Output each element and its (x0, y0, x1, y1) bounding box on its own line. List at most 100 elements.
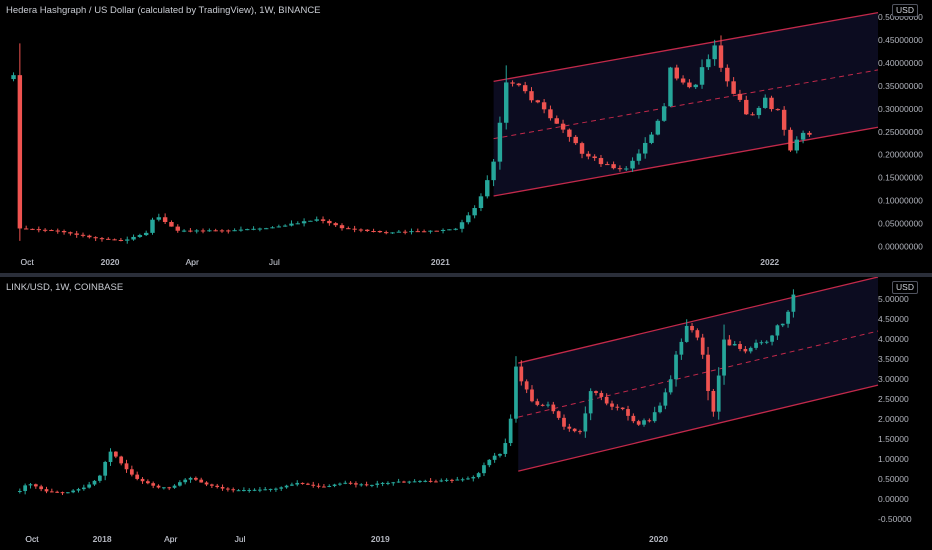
candle-up (444, 479, 449, 481)
candles-group (11, 35, 812, 244)
candle-up (11, 75, 16, 80)
candle-up (92, 480, 97, 485)
candle-up (28, 484, 33, 486)
candle-up (289, 223, 294, 226)
y-tick-label: 0.45000000 (878, 35, 923, 45)
candle-up (775, 325, 780, 336)
candle-up (453, 228, 458, 230)
candle-down (200, 230, 206, 232)
candle-up (652, 412, 657, 422)
x-tick-label: Oct (25, 534, 39, 544)
candle-up (764, 341, 769, 343)
candle-down (39, 486, 44, 490)
channel-upper-line (518, 277, 879, 364)
candle-up (583, 413, 588, 432)
candle-down (636, 421, 641, 425)
candle-down (199, 479, 204, 483)
candle-down (572, 428, 577, 432)
candle-down (718, 45, 724, 68)
candle-up (428, 230, 433, 232)
candle-up (466, 478, 470, 480)
candle-down (44, 489, 49, 492)
candle-up (295, 482, 300, 485)
candle-up (508, 418, 513, 444)
pane-divider[interactable] (0, 273, 932, 277)
chart-svg-link[interactable]: 5.00000 4.50000 4.00000 3.50000 3.00000 2.500… (0, 277, 932, 550)
candle-down (23, 228, 29, 230)
candle-up (65, 492, 70, 494)
candle-down (551, 404, 556, 412)
candle-down (113, 451, 118, 457)
candle-up (412, 481, 417, 483)
x-tick-label: Apr (186, 257, 199, 267)
x-tick-label: Apr (164, 534, 177, 544)
currency-badge-hedera[interactable]: USD (892, 4, 918, 17)
candle-up (472, 208, 477, 216)
candle-down (611, 164, 616, 169)
channel-fill (493, 12, 878, 196)
candle-up (76, 489, 81, 491)
candle-up (786, 311, 790, 324)
candle-down (215, 485, 220, 488)
candle-down (99, 238, 105, 240)
candle-down (562, 417, 566, 427)
candle-down (519, 366, 524, 382)
channel-middle-line (493, 69, 879, 140)
candle-down (322, 486, 326, 488)
candle-down (188, 230, 193, 232)
candle-down (807, 132, 812, 135)
candle-up (712, 45, 717, 60)
chart-svg-hedera[interactable]: 0.50000000 0.45000000 0.40000000 0.35000000… (0, 0, 932, 273)
candle-up (642, 142, 648, 154)
candle-down (140, 478, 145, 482)
candle-up (391, 482, 396, 484)
x-tick-label: 2018 (93, 534, 112, 544)
candle-down (535, 100, 541, 103)
candle-down (620, 407, 625, 410)
candle-down (690, 325, 694, 331)
x-tick-label: Apr (186, 257, 199, 267)
candle-up (314, 219, 319, 221)
chart-pane-hedera[interactable]: 0.50000000 0.45000000 0.40000000 0.35000000… (0, 0, 932, 273)
candle-up (263, 228, 269, 230)
candle-down (106, 238, 111, 240)
candle-up (716, 375, 721, 412)
candle-down (306, 483, 310, 485)
candle-up (301, 221, 307, 224)
candle-down (540, 404, 545, 406)
candle-up (791, 294, 796, 312)
candle-up (459, 222, 465, 229)
candle-down (769, 97, 774, 110)
candle-up (284, 485, 289, 488)
candle-down (450, 479, 454, 481)
candle-down (680, 78, 686, 83)
candle-down (586, 153, 591, 157)
candle-up (279, 487, 284, 489)
y-tick-label: 2.50000 (878, 394, 909, 404)
candle-up (236, 490, 241, 492)
candle-up (332, 484, 337, 486)
candle-up (359, 484, 364, 486)
x-tick-label: Jul (269, 257, 280, 267)
candle-down (626, 409, 630, 416)
candle-down (725, 67, 730, 82)
candle-down (169, 221, 174, 227)
candle-up (370, 484, 374, 486)
y-tick-label: 0.30000000 (878, 104, 923, 114)
channel-middle-line (518, 330, 879, 418)
candle-down (402, 481, 406, 483)
candle-down (617, 168, 623, 170)
candle-up (125, 239, 130, 241)
candle-down (167, 487, 172, 489)
candle-down (428, 480, 433, 482)
x-tick-label: Oct (20, 257, 34, 267)
chart-pane-link[interactable]: 5.00000 4.50000 4.00000 3.50000 3.00000 2.500… (0, 277, 932, 550)
currency-badge-link[interactable]: USD (892, 281, 918, 294)
candle-down (744, 99, 749, 115)
candle-up (732, 344, 737, 346)
candle-down (529, 91, 534, 101)
candle-up (270, 227, 275, 229)
candle-down (510, 82, 515, 84)
x-tick-label: Oct (20, 257, 34, 267)
y-tick-label: 5.00000 (878, 294, 909, 304)
